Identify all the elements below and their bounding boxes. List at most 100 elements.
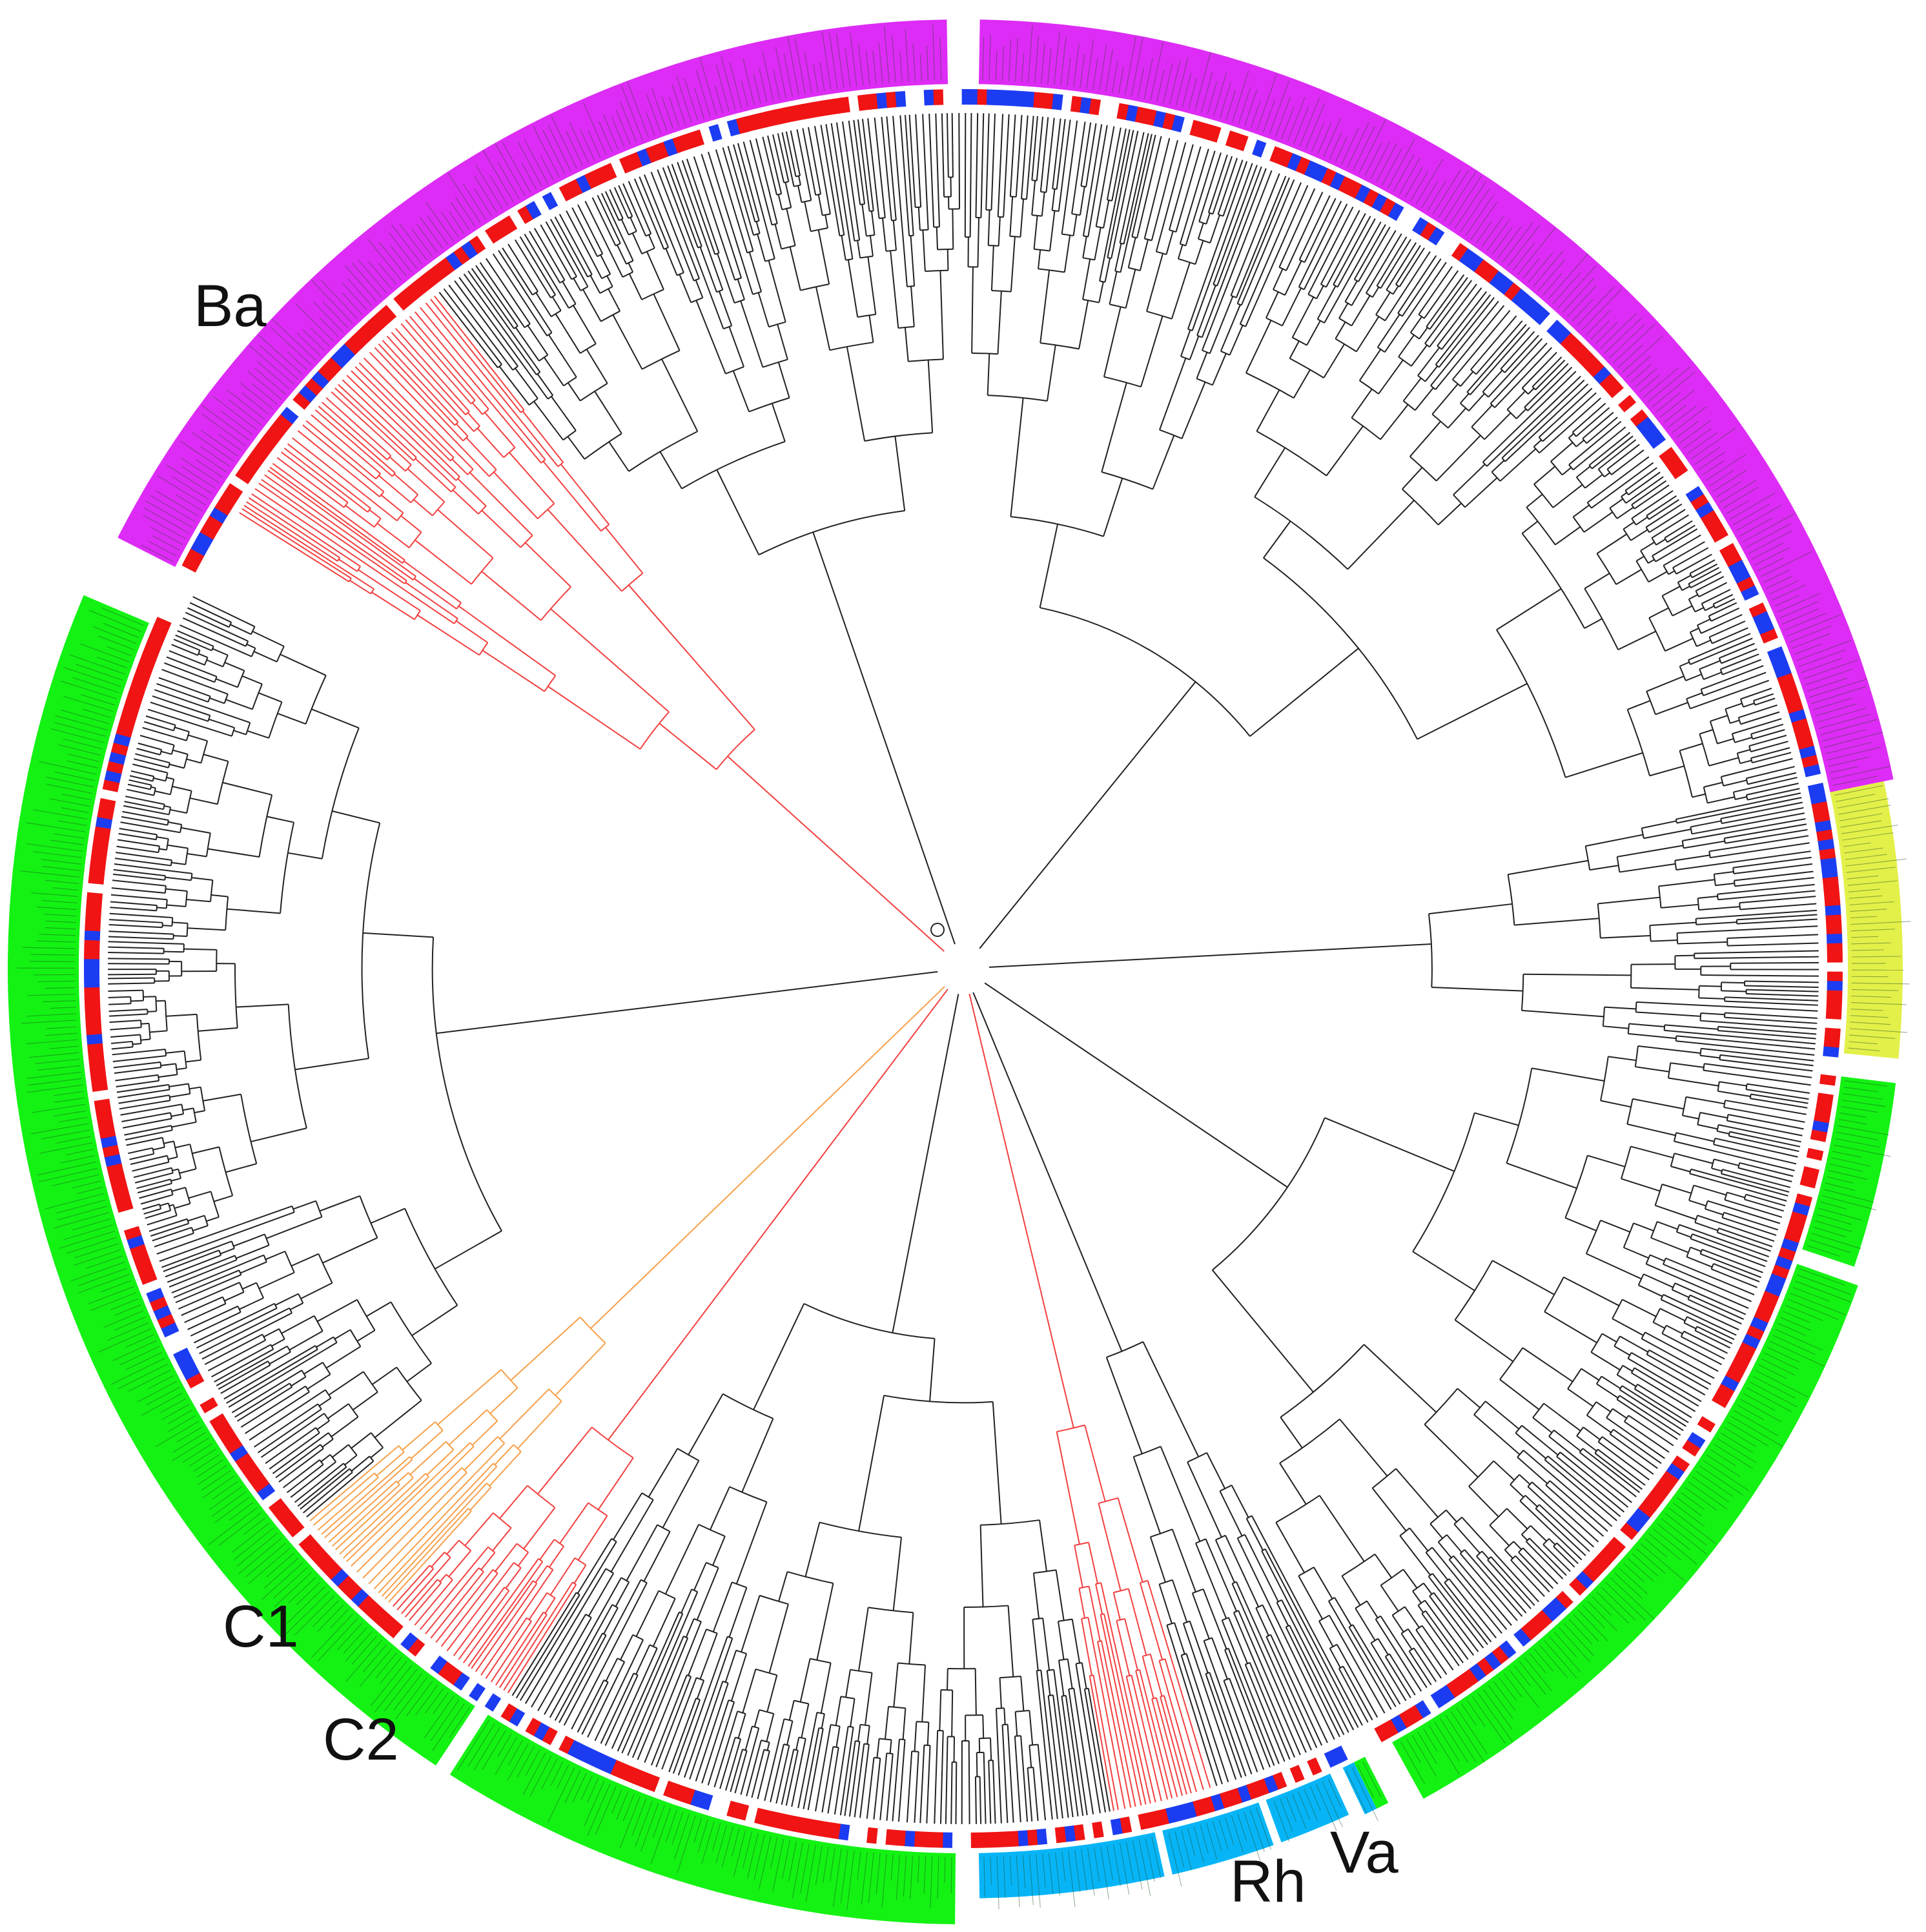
branch [1433, 1592, 1479, 1652]
branch-arc [1032, 1618, 1043, 1620]
branch [659, 723, 717, 770]
branch [1039, 1519, 1047, 1572]
branch [1136, 136, 1162, 238]
trait-marker [500, 215, 518, 234]
branch [196, 1308, 278, 1349]
branch [639, 176, 670, 248]
branch [1699, 1111, 1728, 1119]
trait-marker [828, 1822, 841, 1840]
trait-marker [1819, 848, 1836, 860]
leaf-label-line [1581, 289, 1622, 331]
branch [1313, 1567, 1333, 1599]
branch-arc [1745, 778, 1748, 785]
branch [1097, 1641, 1132, 1808]
leaf-label-line [1362, 1762, 1382, 1797]
branch [594, 1639, 644, 1742]
branch [1701, 1248, 1763, 1273]
branch [1720, 1054, 1814, 1067]
branch [201, 1312, 292, 1360]
trait-marker [209, 507, 228, 524]
trait-marker [1825, 905, 1841, 916]
leaf-label-line [1187, 1828, 1196, 1857]
branch [479, 262, 526, 328]
branch [1015, 115, 1023, 197]
leaf-label-line [243, 1517, 265, 1536]
branch [558, 214, 593, 275]
branch [1661, 1333, 1722, 1366]
trait-marker [229, 1444, 249, 1462]
leaf-label-line [1528, 252, 1553, 283]
branch-arc [268, 701, 283, 739]
leaf-label-line [1813, 697, 1852, 710]
branch-arc [237, 670, 245, 688]
leaf-label-line [1823, 1189, 1874, 1203]
leaf-label-line [1150, 41, 1164, 101]
branch [908, 1612, 914, 1664]
leaf-label-line [1841, 1100, 1886, 1107]
branch [1628, 1033, 1677, 1040]
trait-marker [1734, 1350, 1752, 1366]
branch [523, 1507, 556, 1550]
branch [1668, 570, 1675, 575]
branch [1597, 1441, 1650, 1481]
branch [1182, 1623, 1237, 1780]
branch-arc [868, 1607, 914, 1614]
leaf-label-line [792, 1842, 803, 1898]
leaf-label-line [53, 1110, 87, 1117]
branch-arc [1640, 550, 1649, 564]
leaf-label-line [1207, 81, 1218, 115]
trait-marker [324, 357, 343, 375]
leaf-label-line [1820, 719, 1877, 735]
leaf-label-line [1848, 1047, 1880, 1051]
leaf-label-line [645, 110, 655, 136]
branch [1187, 1461, 1222, 1537]
leaf-label-line [367, 239, 402, 281]
branch [189, 797, 218, 805]
branch [125, 796, 165, 805]
branch [1528, 387, 1535, 395]
trait-marker [1729, 1359, 1748, 1375]
branch [395, 328, 470, 413]
branch [1754, 697, 1776, 706]
trait-marker [1670, 462, 1688, 480]
leaf-label-line [167, 1415, 196, 1432]
branch-arc [1681, 840, 1685, 848]
branch [1453, 1555, 1512, 1626]
branch [297, 1466, 347, 1507]
leaf-label-line [788, 1841, 797, 1882]
branch [1124, 1618, 1138, 1670]
branch [458, 1590, 510, 1660]
leaf-label-line [150, 495, 196, 522]
leaf-label-line [30, 1123, 89, 1135]
branch [884, 1706, 890, 1740]
branch [252, 630, 285, 647]
branch [946, 113, 949, 178]
branch [193, 1302, 275, 1344]
branch [505, 1567, 522, 1589]
branch [1103, 306, 1122, 377]
branch [1206, 1452, 1226, 1489]
branch [1701, 589, 1731, 604]
branch [184, 1303, 227, 1323]
branch [1704, 1063, 1812, 1078]
leaf-label-line [22, 947, 76, 949]
leaf-label-line [1237, 1813, 1247, 1842]
leaf-label-line [160, 1398, 187, 1413]
branch [1696, 921, 1737, 925]
branch [774, 223, 783, 249]
branch [457, 478, 487, 507]
trait-marker [1555, 1590, 1573, 1609]
branch [529, 231, 561, 283]
branch [612, 314, 643, 370]
branch-arc [1626, 709, 1650, 776]
trait-marker [1799, 745, 1817, 759]
leaf-label-line [1799, 1268, 1845, 1286]
branch-arc [520, 535, 533, 548]
branch [1709, 621, 1746, 638]
trait-marker [866, 1827, 878, 1844]
leaf-label-line [1717, 1438, 1757, 1463]
branch [701, 1700, 730, 1783]
leaf-label-line [61, 807, 89, 814]
branch [1683, 840, 1725, 849]
branch [1657, 1221, 1678, 1230]
